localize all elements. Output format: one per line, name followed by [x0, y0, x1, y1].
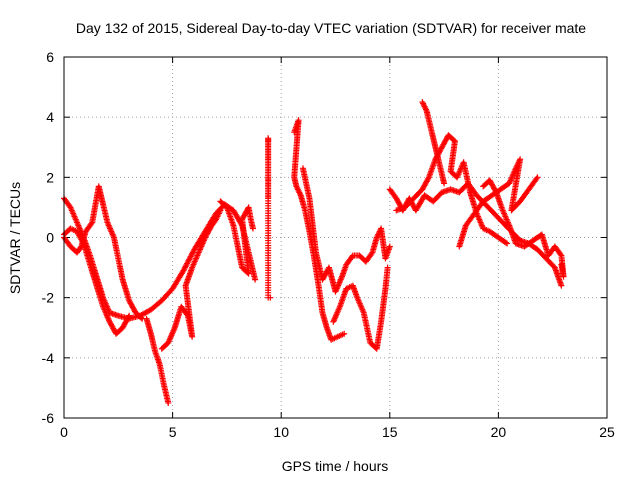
- series-track-12: [393, 132, 511, 247]
- data-point: [533, 175, 540, 182]
- grid: [64, 57, 607, 418]
- data-point: [558, 261, 565, 268]
- data-point: [558, 282, 565, 289]
- y-tick-label: -6: [42, 410, 55, 426]
- data-point: [386, 243, 393, 250]
- data-point: [492, 188, 499, 195]
- y-tick-label: -2: [42, 290, 55, 306]
- data-point: [441, 180, 448, 187]
- data-point: [267, 294, 274, 301]
- data-point: [557, 251, 564, 258]
- x-tick-label: 25: [599, 424, 615, 440]
- data-point: [88, 220, 95, 227]
- series-track-8: [291, 117, 348, 343]
- data-point: [125, 314, 132, 321]
- data-point: [252, 276, 259, 283]
- data-point: [249, 225, 256, 232]
- data-point: [341, 330, 348, 337]
- series-track-2: [61, 225, 133, 337]
- data-point: [384, 264, 391, 271]
- series-track-15: [480, 177, 567, 280]
- series-track-6: [217, 198, 256, 277]
- series-track-10: [330, 264, 391, 352]
- series-track-7: [265, 135, 274, 301]
- data-point: [138, 314, 145, 321]
- data-points: [61, 99, 567, 406]
- x-tick-label: 0: [60, 424, 68, 440]
- series-track-5: [158, 207, 224, 352]
- data-point: [368, 250, 375, 257]
- plot-frame: [63, 56, 608, 419]
- chart-title: Day 132 of 2015, Sidereal Day-to-day VTE…: [76, 20, 586, 36]
- y-tick-label: 4: [46, 109, 54, 125]
- data-point: [165, 399, 172, 406]
- data-point: [502, 239, 509, 246]
- y-tick-label: 2: [46, 169, 54, 185]
- series-track-4: [143, 315, 172, 406]
- series-track-9: [299, 165, 393, 295]
- x-tick-label: 10: [273, 424, 289, 440]
- data-point: [77, 244, 84, 251]
- x-tick-label: 5: [169, 424, 177, 440]
- y-tick-label: 0: [46, 230, 54, 246]
- series-track-14: [456, 156, 541, 250]
- data-point: [504, 240, 511, 247]
- data-point: [217, 207, 224, 214]
- x-tick-label: 20: [491, 424, 507, 440]
- data-point: [126, 312, 133, 319]
- data-point: [534, 174, 541, 181]
- data-point: [425, 175, 432, 182]
- y-tick-label: -4: [42, 350, 55, 366]
- y-axis-label: SDTVAR / TECUs: [7, 182, 23, 294]
- x-tick-label: 15: [382, 424, 398, 440]
- series-track-13: [419, 99, 448, 187]
- x-axis-label: GPS time / hours: [282, 458, 389, 474]
- y-tick-label: 6: [46, 49, 54, 65]
